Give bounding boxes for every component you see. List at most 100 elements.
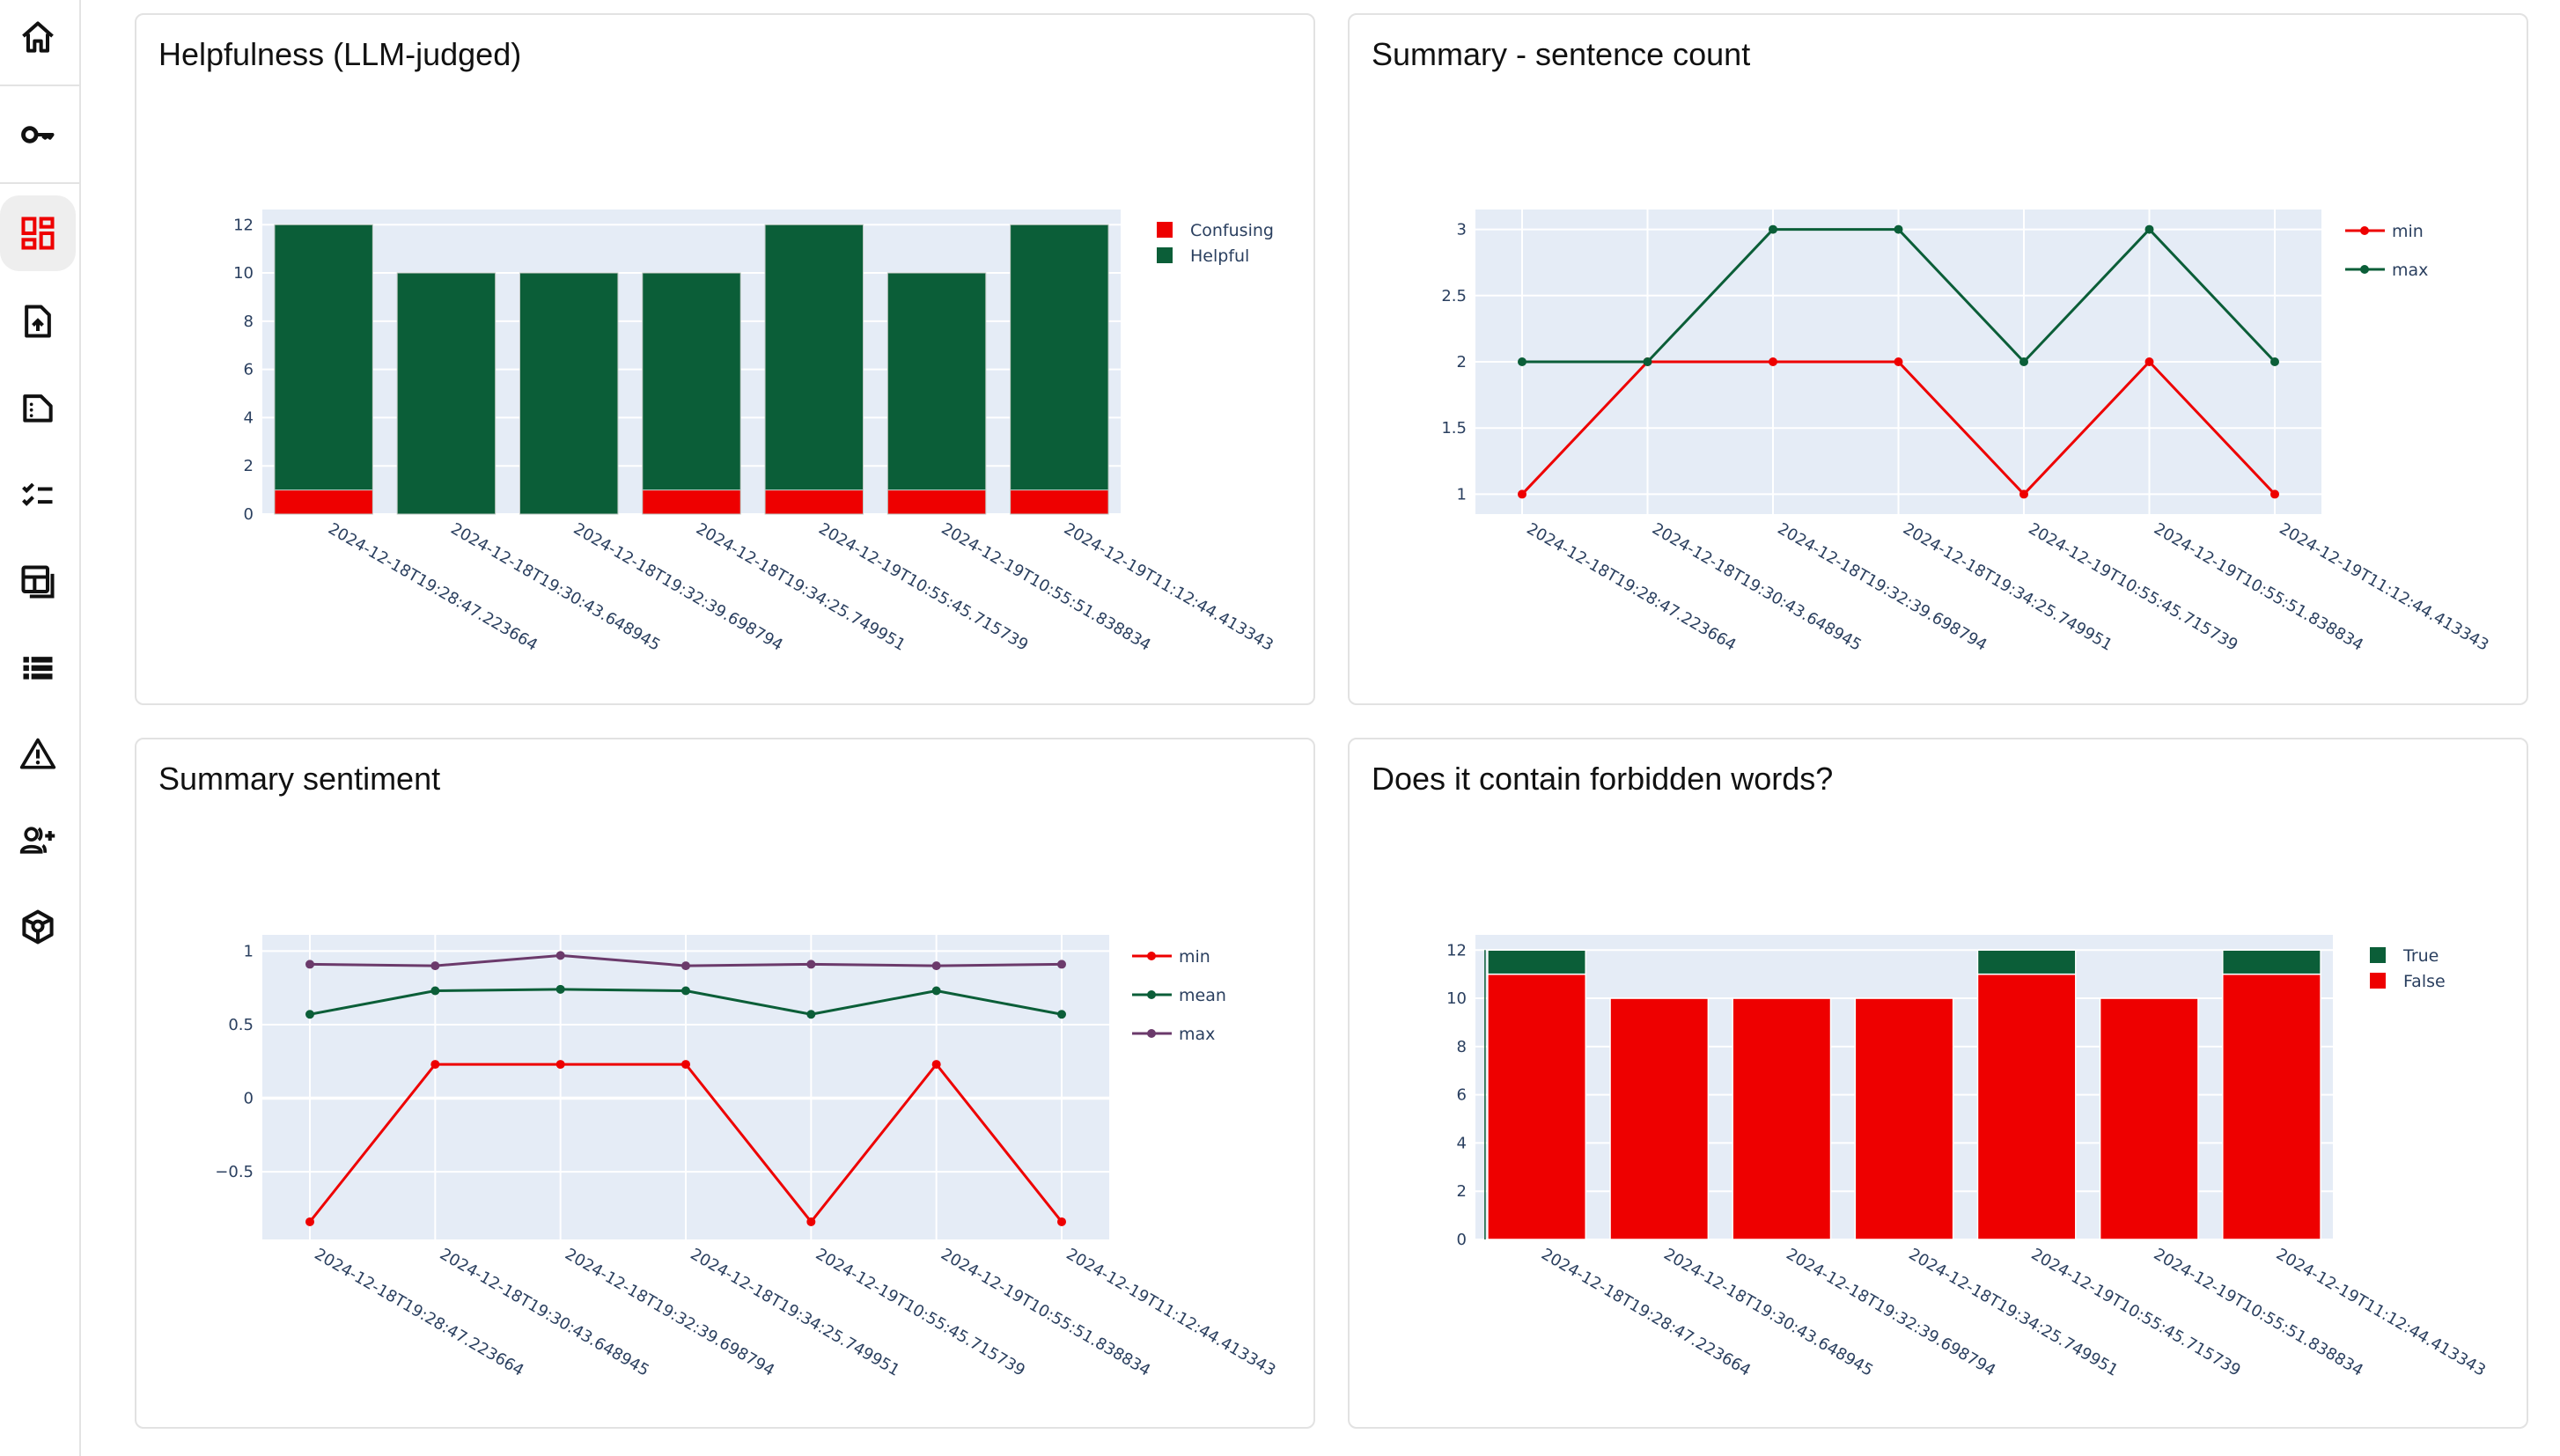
y-tick-label: 2.5 <box>1441 287 1467 305</box>
bar-true <box>1487 949 1586 975</box>
y-tick-label: 6 <box>244 361 254 379</box>
file-upload-icon <box>25 305 51 338</box>
sidebar-item-home[interactable] <box>0 0 76 76</box>
marker-max <box>555 951 565 960</box>
legend-label: max <box>2392 261 2428 280</box>
bar-helpful <box>1010 224 1109 491</box>
dashboard-icon <box>21 217 55 250</box>
bar-helpful <box>274 224 373 491</box>
marker-max <box>1057 960 1066 969</box>
y-tick-label: 0 <box>244 1090 254 1108</box>
list-icon <box>23 657 53 680</box>
bar-confusing <box>764 489 864 515</box>
legend-marker-min <box>1147 952 1156 960</box>
bar-false <box>1976 973 2077 1240</box>
user-add-icon <box>19 827 55 854</box>
legend-label: True <box>2402 946 2439 966</box>
legend-swatch-true <box>2370 947 2386 963</box>
marker-min <box>2270 489 2279 499</box>
y-tick-label: 0 <box>1457 1231 1467 1249</box>
bar-confusing <box>642 489 741 515</box>
file-dots-icon <box>23 394 53 423</box>
sidebar-item-add-user[interactable] <box>0 803 76 879</box>
bar-false <box>1609 997 1710 1240</box>
marker-min <box>555 1060 565 1070</box>
warning-icon <box>19 738 56 769</box>
legend-swatch-false <box>2370 973 2386 989</box>
marker-max <box>1769 224 1777 234</box>
x-tick-label: 2024-12-19T11:12:44.413343 <box>2273 1245 2489 1380</box>
bar-true <box>1976 949 2077 975</box>
sidebar-item-models[interactable] <box>0 889 76 965</box>
marker-mean <box>305 1010 314 1019</box>
y-tick-label: 12 <box>1446 941 1467 960</box>
chart-title: Does it contain forbidden words? <box>1372 761 1834 797</box>
bar-false <box>1732 997 1832 1240</box>
marker-max <box>1894 224 1903 234</box>
y-tick-label: 12 <box>233 216 254 234</box>
marker-mean <box>681 986 690 996</box>
y-tick-label: 1 <box>1457 485 1467 504</box>
x-tick-label: 2024-12-18T19:30:43.648945 <box>1660 1245 1876 1380</box>
bar-helpful <box>519 272 619 515</box>
bar-helpful <box>764 224 864 491</box>
bar-false <box>1854 997 1954 1240</box>
bar-false <box>2222 973 2321 1240</box>
chart-title: Helpfulness (LLM-judged) <box>158 36 522 72</box>
marker-max <box>2019 357 2028 366</box>
marker-max <box>806 960 816 969</box>
checklist-icon <box>22 482 53 506</box>
sidebar-item-documents[interactable] <box>0 370 76 445</box>
legend-swatch-helpful <box>1157 247 1173 263</box>
legend-label: Confusing <box>1190 221 1274 240</box>
legend-label: mean <box>1179 986 1226 1005</box>
marker-max <box>430 961 440 971</box>
x-tick-label: 2024-12-19T10:55:45.715739 <box>2028 1245 2244 1380</box>
bar-helpful <box>642 272 741 491</box>
legend-marker-min <box>2360 226 2369 235</box>
bar-confusing <box>1010 489 1109 515</box>
home-icon <box>22 21 54 53</box>
bar-helpful <box>396 272 497 515</box>
sidebar-item-upload[interactable] <box>0 283 76 359</box>
y-tick-label: 3 <box>1457 221 1467 239</box>
bar-false <box>1487 973 1586 1240</box>
x-tick-label: 2024-12-18T19:34:25.749951 <box>1906 1245 2122 1380</box>
marker-min <box>305 1217 314 1226</box>
marker-min <box>430 1060 440 1070</box>
x-tick-label: 2024-12-18T19:28:47.223664 <box>1538 1245 1754 1380</box>
legend-label: False <box>2403 972 2446 991</box>
marker-max <box>1518 357 1526 366</box>
legend-swatch-confusing <box>1157 222 1173 238</box>
cube-icon <box>22 909 54 945</box>
key-icon <box>21 126 55 143</box>
legend-label: Helpful <box>1190 246 1249 266</box>
layout-stack-icon <box>21 565 55 599</box>
sidebar <box>0 0 81 1456</box>
sidebar-item-list[interactable] <box>0 630 76 706</box>
y-tick-label: 4 <box>244 408 254 427</box>
sidebar-item-dashboard[interactable] <box>0 195 76 271</box>
y-tick-label: 8 <box>244 313 254 331</box>
legend-marker-max <box>1147 1029 1156 1038</box>
marker-mean <box>555 984 565 994</box>
marker-min <box>1518 489 1526 499</box>
marker-max <box>2144 224 2154 234</box>
x-tick-label: 2024-12-19T10:55:51.838834 <box>2151 1245 2366 1380</box>
marker-min <box>681 1060 690 1070</box>
y-tick-label: 4 <box>1457 1134 1467 1152</box>
legend-marker-mean <box>1147 990 1156 999</box>
sidebar-item-checklist[interactable] <box>0 456 76 532</box>
y-tick-label: 1 <box>244 942 254 960</box>
y-tick-label: 10 <box>233 264 254 283</box>
sidebar-item-alerts[interactable] <box>0 717 76 792</box>
chart-title: Summary - sentence count <box>1372 36 1751 72</box>
sidebar-item-api-keys[interactable] <box>0 97 76 173</box>
marker-mean <box>430 986 440 996</box>
y-tick-label: 6 <box>1457 1086 1467 1105</box>
y-tick-label: 0.5 <box>228 1016 254 1034</box>
legend-label: min <box>2392 222 2424 241</box>
sidebar-item-layouts[interactable] <box>0 544 76 620</box>
